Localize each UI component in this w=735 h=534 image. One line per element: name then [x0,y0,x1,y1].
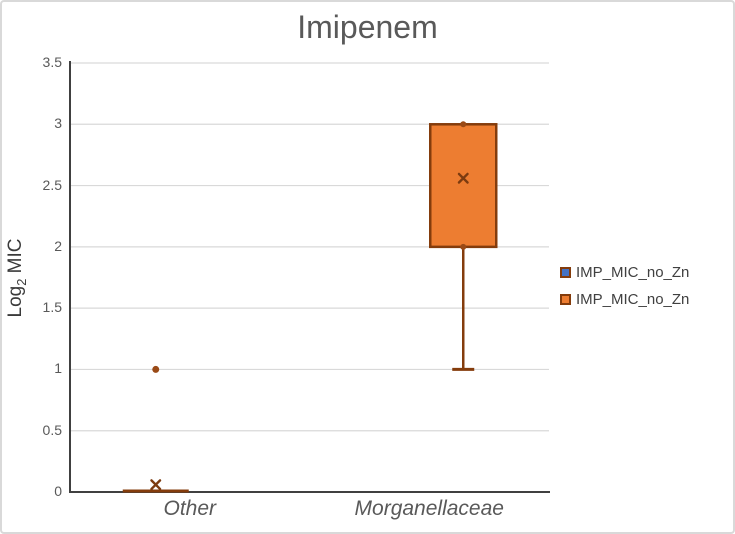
outlier-point [152,365,160,373]
legend-item: IMP_MIC_no_Zn [560,291,689,308]
mean-marker [457,172,469,184]
y-tick-label: 2.5 [42,176,62,193]
y-tick-label: 3 [54,115,62,132]
legend: IMP_MIC_no_Zn IMP_MIC_no_Zn [560,264,689,308]
data-point [460,121,467,128]
legend-swatch-icon [560,294,571,305]
y-axis-title-subscript: 2 [13,278,29,286]
x-category-label: Other [163,497,217,520]
legend-item: IMP_MIC_no_Zn [560,264,689,281]
y-tick-label: 0.5 [42,421,62,438]
data-point [460,243,467,250]
chart-title: Imipenem [297,9,438,45]
mean-marker [150,479,162,491]
y-tick-label: 3.5 [42,54,62,70]
box [429,123,498,249]
x-category-label: Morganellaceae [354,497,504,520]
legend-label: IMP_MIC_no_Zn [576,291,690,308]
legend-label: IMP_MIC_no_Zn [576,264,690,281]
y-tick-label: 1.5 [42,299,62,316]
legend-swatch-icon [560,267,571,278]
y-tick-label: 1 [54,360,62,377]
y-tick-label: 0 [54,483,62,499]
y-tick-label: 2 [54,237,62,254]
